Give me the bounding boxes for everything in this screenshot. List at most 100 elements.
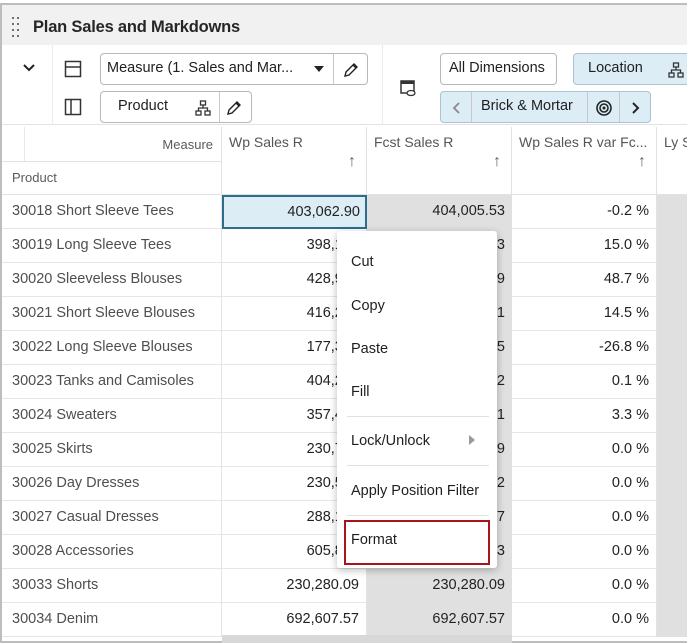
- ly-sales-cell[interactable]: [657, 569, 687, 603]
- column-header-wp-sales-r[interactable]: Wp Sales R ↑: [222, 127, 367, 195]
- menu-item-format[interactable]: Format: [337, 520, 497, 560]
- drag-handle-icon[interactable]: [12, 17, 20, 39]
- menu-item-label: Lock/Unlock: [351, 433, 430, 449]
- var-cell[interactable]: 0.0 %: [512, 603, 657, 637]
- row-header-cell[interactable]: 30027 Casual Dresses: [2, 501, 222, 535]
- sort-ascending-icon[interactable]: ↑: [493, 153, 501, 170]
- wp-sales-r-cell[interactable]: 692,607.57: [222, 603, 367, 637]
- ly-sales-cell[interactable]: [657, 297, 687, 331]
- menu-separator: [347, 515, 489, 516]
- var-cell[interactable]: 0.0 %: [512, 501, 657, 535]
- linked-view-icon[interactable]: [399, 79, 417, 97]
- target-icon[interactable]: [595, 99, 613, 117]
- wp-sales-r-cell-selected[interactable]: 403,062.90: [222, 195, 367, 229]
- menu-item-apply-position-filter[interactable]: Apply Position Filter: [337, 471, 497, 511]
- var-cell[interactable]: 15.0 %: [512, 229, 657, 263]
- pencil-icon[interactable]: [342, 61, 360, 79]
- segment-divider: [471, 92, 472, 122]
- menu-item-fill[interactable]: Fill: [337, 372, 497, 412]
- hierarchy-icon[interactable]: [668, 62, 684, 78]
- var-cell[interactable]: 0.0 %: [512, 467, 657, 501]
- ly-sales-cell[interactable]: [657, 603, 687, 637]
- column-header-fcst-sales-r[interactable]: Fcst Sales R ↑: [367, 127, 512, 195]
- menu-item-cut[interactable]: Cut: [337, 242, 497, 282]
- var-cell[interactable]: 14.5 %: [512, 297, 657, 331]
- ly-sales-cell[interactable]: [657, 331, 687, 365]
- var-cell[interactable]: 0.1 %: [512, 365, 657, 399]
- measure-axis-label: Measure: [162, 137, 213, 152]
- segment-divider: [619, 92, 620, 122]
- pivot-toolbar: Measure (1. Sales and Mar... Product: [2, 45, 687, 125]
- measure-dropdown[interactable]: Measure (1. Sales and Mar...: [100, 53, 368, 85]
- header-divider: [2, 194, 687, 195]
- row-header-cell[interactable]: 30020 Sleeveless Blouses: [2, 263, 222, 297]
- corner-divider: [24, 127, 25, 161]
- all-dimensions-label: All Dimensions: [449, 60, 545, 76]
- menu-item-lock-unlock[interactable]: Lock/Unlock: [337, 421, 497, 461]
- ly-sales-cell[interactable]: [657, 535, 687, 569]
- ly-sales-cell[interactable]: [657, 263, 687, 297]
- menu-item-label: Copy: [351, 298, 385, 314]
- row-header-cell[interactable]: 30018 Short Sleeve Tees: [2, 195, 222, 229]
- table-row: 30033 Shorts 230,280.09 230,280.09 0.0 %: [2, 569, 687, 603]
- chevron-left-icon[interactable]: [451, 101, 463, 115]
- view-title: Plan Sales and Markdowns: [33, 18, 241, 36]
- var-cell[interactable]: 0.0 %: [512, 433, 657, 467]
- hierarchy-icon[interactable]: [195, 100, 211, 116]
- var-cell[interactable]: 0.0 %: [512, 569, 657, 603]
- column-header-ly-sales[interactable]: Ly S: [657, 127, 687, 195]
- ly-sales-cell[interactable]: [657, 365, 687, 399]
- all-dimensions-button[interactable]: All Dimensions: [440, 53, 557, 85]
- submenu-arrow-icon: [469, 435, 475, 445]
- row-header-cell[interactable]: 30034 Denim: [2, 603, 222, 637]
- layout-rows-icon: [64, 60, 82, 78]
- row-header-cell[interactable]: 30033 Shorts: [2, 569, 222, 603]
- menu-item-label: Fill: [351, 384, 370, 400]
- column-header-label: Fcst Sales R: [374, 134, 454, 150]
- menu-separator: [347, 416, 489, 417]
- layout-columns-icon: [64, 98, 82, 116]
- var-cell[interactable]: 48.7 %: [512, 263, 657, 297]
- row-header-cell[interactable]: 30022 Long Sleeve Blouses: [2, 331, 222, 365]
- row-header-cell[interactable]: 30024 Sweaters: [2, 399, 222, 433]
- chevron-right-icon[interactable]: [629, 101, 641, 115]
- fcst-sales-r-cell[interactable]: 230,280.09: [367, 569, 512, 603]
- product-axis-chip[interactable]: Product: [100, 91, 252, 123]
- menu-separator: [347, 465, 489, 466]
- menu-item-copy[interactable]: Copy: [337, 286, 497, 326]
- row-header-cell[interactable]: 30026 Day Dresses: [2, 467, 222, 501]
- ly-sales-cell[interactable]: [657, 501, 687, 535]
- menu-item-paste[interactable]: Paste: [337, 329, 497, 369]
- format-highlight-box: [344, 520, 490, 565]
- row-header-cell[interactable]: 30025 Skirts: [2, 433, 222, 467]
- ly-sales-cell[interactable]: [657, 195, 687, 229]
- fcst-sales-r-cell[interactable]: 692,607.57: [367, 603, 512, 637]
- ly-sales-cell[interactable]: [657, 229, 687, 263]
- location-dimension-chip[interactable]: Location: [573, 53, 687, 85]
- row-header-cell[interactable]: 30019 Long Sleeve Tees: [2, 229, 222, 263]
- chevron-down-icon[interactable]: [20, 58, 38, 76]
- location-label: Location: [588, 60, 643, 76]
- pencil-icon[interactable]: [225, 99, 243, 117]
- sort-ascending-icon[interactable]: ↑: [638, 153, 646, 170]
- segment-divider: [333, 54, 334, 84]
- toolbar-divider: [52, 45, 53, 125]
- row-header-cell[interactable]: 30021 Short Sleeve Blouses: [2, 297, 222, 331]
- column-header-wp-sales-r-var-fcst[interactable]: Wp Sales R var Fc... ↑: [512, 127, 657, 195]
- sort-ascending-icon[interactable]: ↑: [348, 153, 356, 170]
- grid-corner-header: Measure Product: [2, 127, 222, 195]
- wp-sales-r-cell[interactable]: 230,280.09: [222, 569, 367, 603]
- var-cell[interactable]: -26.8 %: [512, 331, 657, 365]
- ly-sales-cell[interactable]: [657, 433, 687, 467]
- menu-item-label: Paste: [351, 341, 389, 357]
- row-header-cell[interactable]: 30023 Tanks and Camisoles: [2, 365, 222, 399]
- var-cell[interactable]: -0.2 %: [512, 195, 657, 229]
- ly-sales-cell[interactable]: [657, 467, 687, 501]
- horizontal-scrollbar[interactable]: [222, 635, 512, 643]
- var-cell[interactable]: 3.3 %: [512, 399, 657, 433]
- row-header-cell[interactable]: 30028 Accessories: [2, 535, 222, 569]
- table-row: 30034 Denim 692,607.57 692,607.57 0.0 %: [2, 603, 687, 637]
- var-cell[interactable]: 0.0 %: [512, 535, 657, 569]
- fcst-sales-r-cell[interactable]: 404,005.53: [367, 195, 512, 229]
- ly-sales-cell[interactable]: [657, 399, 687, 433]
